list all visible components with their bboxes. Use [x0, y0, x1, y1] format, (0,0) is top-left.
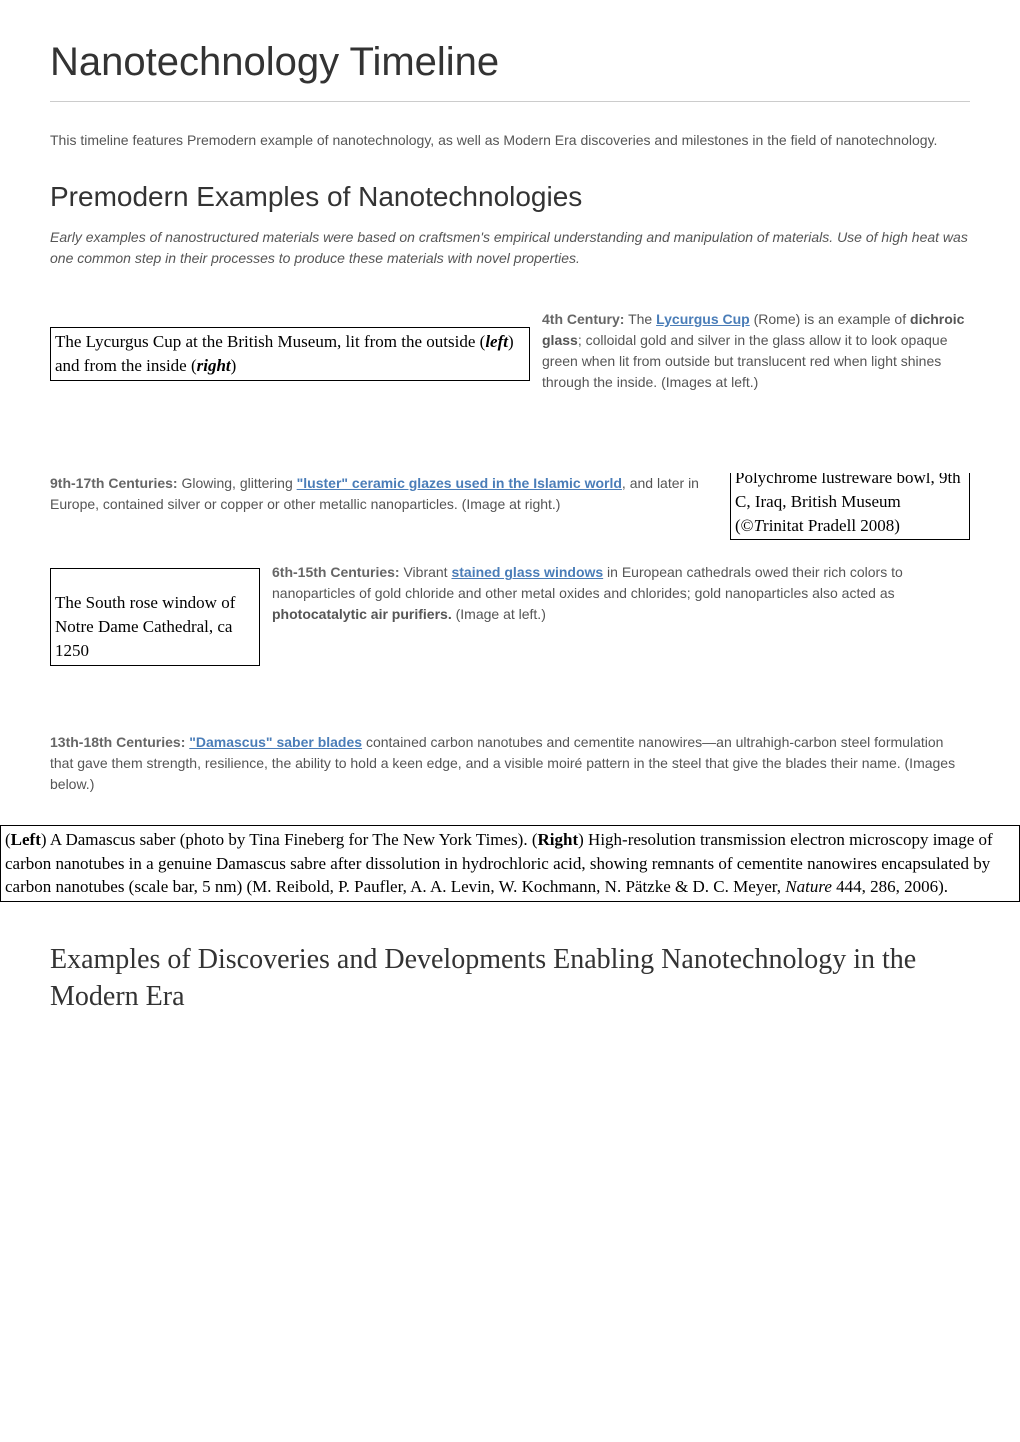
- lustre-text-before: Glowing, glittering: [178, 475, 297, 491]
- lycurgus-label: 4th Century:: [542, 311, 624, 327]
- modern-heading: Examples of Discoveries and Developments…: [50, 942, 970, 1015]
- lycurgus-caption-box: The Lycurgus Cup at the British Museum, …: [50, 327, 530, 381]
- lustre-label: 9th-17th Centuries:: [50, 475, 178, 491]
- damascus-entry: 13th-18th Centuries: "Damascus" saber bl…: [50, 732, 970, 795]
- lycurgus-entry: The Lycurgus Cup at the British Museum, …: [50, 309, 970, 393]
- damascus-caption-box: (Left) A Damascus saber (photo by Tina F…: [0, 825, 1020, 902]
- damascus-caption-left-bold: Left: [11, 830, 41, 849]
- damascus-caption-right-bold: Right: [538, 830, 579, 849]
- stained-link[interactable]: stained glass windows: [451, 564, 603, 580]
- stained-caption-box: The South rose window of Notre Dame Cath…: [50, 568, 260, 665]
- stained-caption: The South rose window of Notre Dame Cath…: [55, 593, 235, 660]
- lycurgus-caption-text1: The Lycurgus Cup at the British Museum, …: [55, 332, 485, 351]
- stained-label: 6th-15th Centuries:: [272, 564, 400, 580]
- lustre-link[interactable]: "luster" ceramic glazes used in the Isla…: [297, 475, 622, 491]
- damascus-caption-end: 444, 286, 2006).: [832, 877, 948, 896]
- damascus-caption-mid1: ) A Damascus saber (photo by Tina Finebe…: [41, 830, 538, 849]
- lycurgus-caption-end: ): [231, 356, 237, 375]
- damascus-label: 13th-18th Centuries:: [50, 734, 185, 750]
- page-intro: This timeline features Premodern example…: [50, 130, 970, 151]
- stained-text-end: (Image at left.): [452, 606, 546, 622]
- lycurgus-link[interactable]: Lycurgus Cup: [656, 311, 750, 327]
- page-title: Nanotechnology Timeline: [50, 40, 970, 102]
- stained-text-before: Vibrant: [400, 564, 452, 580]
- lustre-caption-box: Polychrome lustreware bowl, 9th C, Iraq,…: [730, 473, 970, 540]
- premodern-heading: Premodern Examples of Nanotechnologies: [50, 181, 970, 213]
- lycurgus-text-after-link: (Rome) is an example of: [750, 311, 910, 327]
- stained-bold1: photocatalytic air purifiers.: [272, 606, 452, 622]
- stained-entry: The South rose window of Notre Dame Cath…: [50, 562, 970, 671]
- damascus-caption-italic: Nature: [785, 877, 832, 896]
- lycurgus-caption-right: right: [197, 356, 231, 375]
- premodern-intro: Early examples of nanostructured materia…: [50, 227, 970, 269]
- lycurgus-caption-left: left: [485, 332, 508, 351]
- lustre-caption-italic: T: [754, 516, 763, 535]
- lycurgus-text-after-bold: ; colloidal gold and silver in the glass…: [542, 332, 947, 390]
- damascus-link[interactable]: "Damascus" saber blades: [189, 734, 362, 750]
- lustre-caption-line2: rinitat Pradell 2008): [763, 516, 900, 535]
- lycurgus-text-before: The: [624, 311, 656, 327]
- lustre-entry: Polychrome lustreware bowl, 9th C, Iraq,…: [50, 473, 970, 546]
